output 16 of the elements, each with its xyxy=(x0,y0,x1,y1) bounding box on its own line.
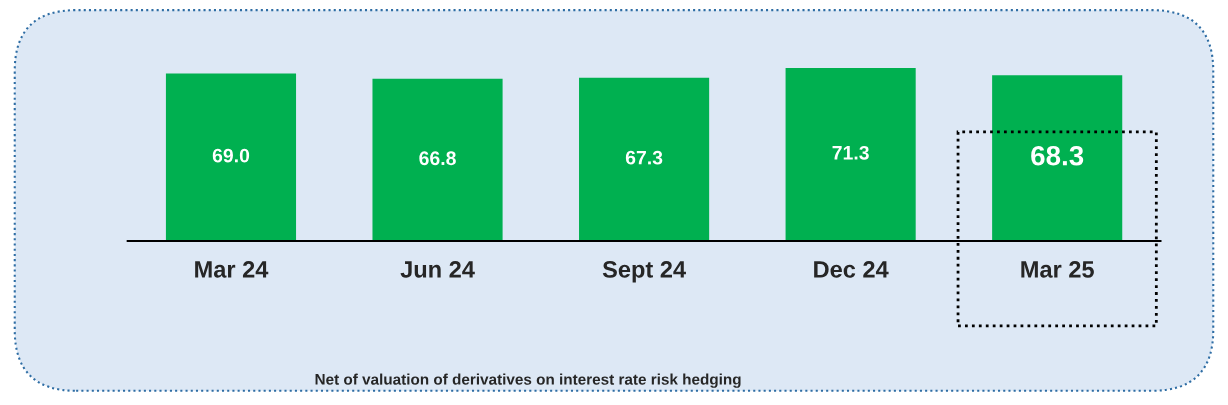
bar xyxy=(579,77,710,241)
data-label: 69.0 xyxy=(212,148,250,163)
x-tick-label: Dec 24 xyxy=(814,261,889,278)
bar xyxy=(165,73,297,241)
x-tick-label: Mar 25 xyxy=(1021,261,1094,278)
x-tick-label: Mar 24 xyxy=(195,261,269,278)
bar xyxy=(785,67,916,241)
data-label: 66.8 xyxy=(419,151,456,166)
data-label: 71.3 xyxy=(832,145,869,160)
bar xyxy=(992,75,1123,241)
text: Net of valuation of derivatives on interest rate risk hedging xyxy=(315,373,741,388)
data-label: 68.3 xyxy=(1031,145,1084,166)
bar xyxy=(372,78,503,241)
x-tick-label: Jun 24 xyxy=(400,261,475,278)
data-label: 67.3 xyxy=(625,150,663,165)
x-tick-label: Sept 24 xyxy=(602,261,686,283)
